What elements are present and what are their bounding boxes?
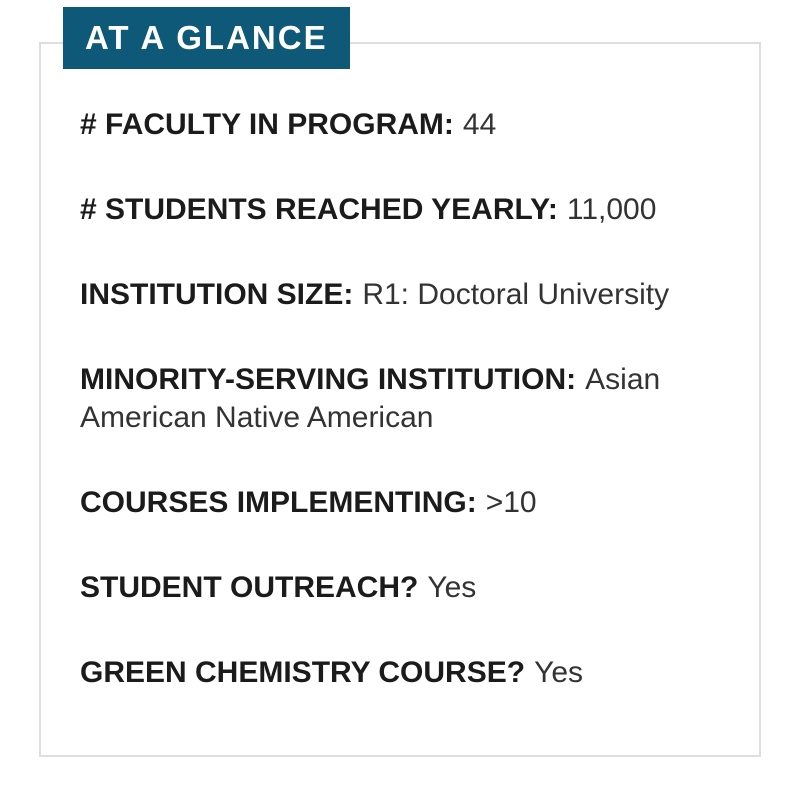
at-a-glance-header-label: AT A GLANCE [85,19,328,56]
stat-label: STUDENT OUTREACH? [80,571,419,604]
stat-label: INSTITUTION SIZE: [80,278,354,311]
stat-label: MINORITY-SERVING INSTITUTION: [80,363,577,396]
stat-row-courses-implementing: COURSES IMPLEMENTING: >10 [80,484,730,522]
stat-row-student-outreach: STUDENT OUTREACH? Yes [80,569,730,607]
stat-value: Yes [534,656,584,689]
stat-row-faculty: # FACULTY IN PROGRAM: 44 [80,106,730,144]
stat-value: >10 [485,486,537,519]
stat-value: R1: Doctoral University [362,278,670,311]
stat-label: COURSES IMPLEMENTING: [80,486,477,519]
at-a-glance-header-badge: AT A GLANCE [63,7,350,69]
stat-value: 11,000 [566,193,657,226]
stat-row-minority-serving: MINORITY-SERVING INSTITUTION: Asian Ameri… [80,361,730,437]
at-a-glance-card [39,42,761,757]
stat-row-students-reached: # STUDENTS REACHED YEARLY: 11,000 [80,191,730,229]
stat-label: # FACULTY IN PROGRAM: [80,108,454,141]
stat-row-green-chemistry: GREEN CHEMISTRY COURSE? Yes [80,654,730,692]
stat-value: Asian American Native American [80,363,661,434]
stat-label: # STUDENTS REACHED YEARLY: [80,193,558,226]
stat-value: 44 [462,108,497,141]
stat-label: GREEN CHEMISTRY COURSE? [80,656,526,689]
stat-value: Yes [427,571,477,604]
stat-row-institution-size: INSTITUTION SIZE: R1: Doctoral University [80,276,730,314]
stats-list: # FACULTY IN PROGRAM: 44 # STUDENTS REACH… [80,106,730,692]
